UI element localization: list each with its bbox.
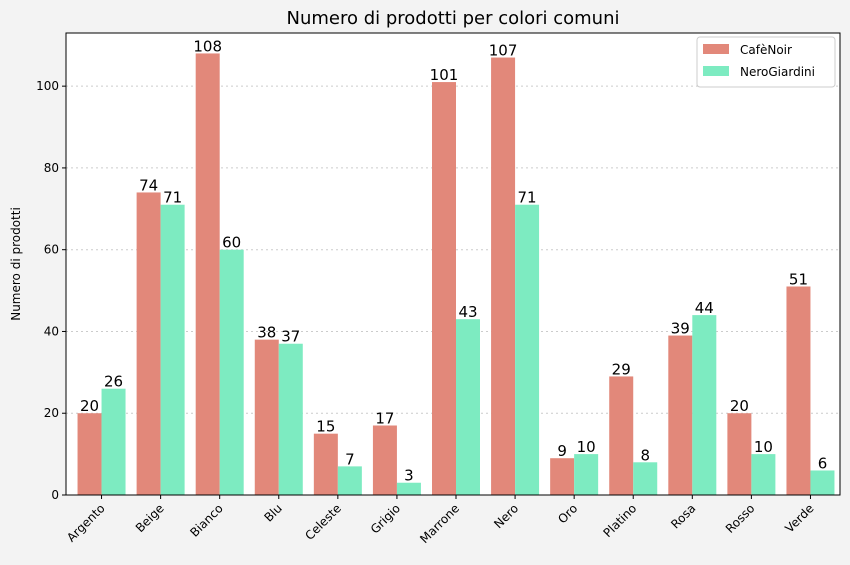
bar-cafenoir-argento — [77, 413, 102, 495]
bar-nerogiardini-bianco — [219, 249, 244, 495]
bar-cafenoir-nero — [491, 57, 516, 495]
bar-nerogiardini-marrone — [456, 319, 480, 495]
bar-nerogiardini-beige — [160, 204, 185, 496]
bar-nerogiardini-oro — [574, 454, 599, 495]
bar-value-labels: 20 26 74 71 108 60 38 37 15 7 17 3 101 43 107 71 9 10 29 8 3… — [80, 37, 827, 484]
bar-value-label: 38 — [257, 324, 276, 342]
bar-cafenoir-bianco — [195, 53, 220, 496]
bar-value-label: 44 — [695, 299, 714, 317]
bar-nerogiardini-rosa — [692, 315, 717, 495]
bar-value-label: 43 — [458, 303, 477, 321]
y-tick-label: 80 — [44, 161, 59, 175]
bar-nerogiardini-celeste — [337, 466, 362, 495]
bar-nerogiardini-nero — [515, 204, 540, 496]
bar-value-label: 10 — [577, 438, 596, 456]
bar-cafenoir-rosso — [727, 413, 752, 495]
bar-value-label: 74 — [139, 176, 158, 194]
bar-value-label: 6 — [818, 454, 828, 472]
bar-cafenoir-oro — [550, 458, 575, 495]
bar-value-label: 20 — [80, 397, 99, 415]
y-axis-label: Numero di prodotti — [9, 207, 23, 321]
bar-value-label: 10 — [754, 438, 773, 456]
bar-nerogiardini-grigio — [396, 482, 421, 495]
plot-frame — [65, 32, 841, 496]
bars — [77, 53, 835, 496]
bar-value-label: 15 — [316, 418, 335, 436]
bar-value-label: 26 — [104, 373, 123, 391]
bar-value-label: 71 — [163, 189, 182, 207]
bar-cafenoir-marrone — [432, 82, 456, 495]
bar-cafenoir-celeste — [313, 433, 338, 495]
bar-nerogiardini-rosso — [751, 454, 776, 495]
legend-swatch-nerogiardini — [703, 66, 729, 76]
bar-value-label: 51 — [789, 270, 808, 288]
bar-value-label: 108 — [193, 37, 222, 55]
bar-value-label: 39 — [671, 320, 690, 338]
bar-value-label: 20 — [730, 397, 749, 415]
legend-box — [696, 36, 836, 88]
legend-label-cafenoir: CafèNoir — [740, 43, 792, 57]
chart-title: Numero di prodotti per colori comuni — [286, 8, 619, 29]
bar-value-label: 17 — [375, 409, 394, 427]
bar-value-label: 101 — [430, 66, 459, 84]
bar-value-label: 7 — [345, 450, 355, 468]
bar-nerogiardini-blu — [278, 343, 303, 495]
bar-cafenoir-beige — [136, 192, 161, 495]
bar-nerogiardini-verde — [810, 470, 835, 495]
bar-value-label: 9 — [557, 442, 567, 460]
bar-value-label: 29 — [612, 360, 631, 378]
bar-value-label: 60 — [222, 234, 241, 252]
bar-nerogiardini-platino — [633, 462, 658, 495]
bar-value-label: 107 — [489, 42, 518, 60]
bar-cafenoir-rosa — [668, 335, 693, 495]
bar-value-label: 3 — [404, 467, 414, 485]
bar-value-label: 37 — [281, 328, 300, 346]
bar-cafenoir-verde — [786, 286, 811, 495]
y-tick-label: 0 — [51, 488, 59, 502]
bar-value-label: 8 — [640, 446, 650, 464]
bar-cafenoir-platino — [609, 376, 634, 495]
bar-cafenoir-grigio — [372, 425, 397, 495]
bar-value-label: 71 — [518, 189, 537, 207]
y-tick-label: 40 — [44, 324, 59, 338]
legend-label-nerogiardini: NeroGiardini — [740, 65, 815, 79]
legend-swatch-cafenoir — [703, 44, 729, 54]
y-tick-label: 100 — [36, 79, 59, 93]
bar-nerogiardini-argento — [101, 388, 126, 495]
bar-cafenoir-blu — [254, 339, 279, 495]
legend: CafèNoir NeroGiardini — [696, 36, 836, 88]
y-tick-label: 60 — [44, 243, 59, 257]
y-tick-label: 20 — [44, 406, 59, 420]
